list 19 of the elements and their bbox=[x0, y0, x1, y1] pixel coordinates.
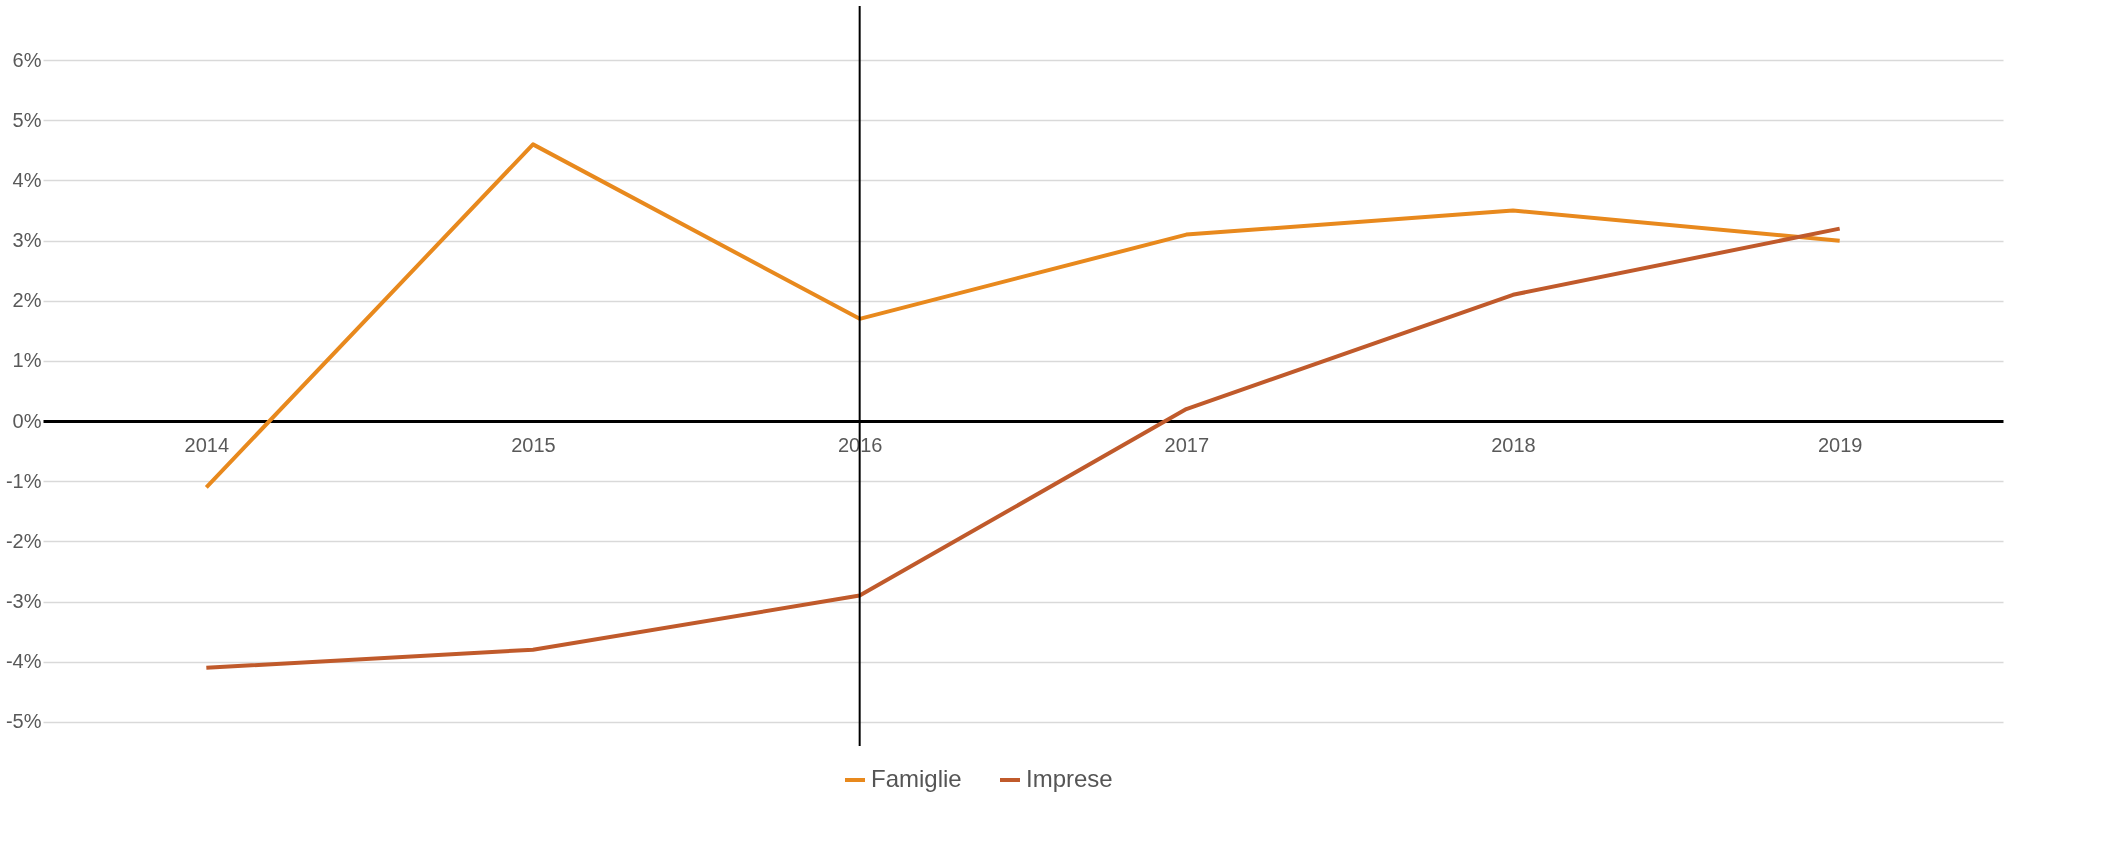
y-tick-label: 0% bbox=[12, 409, 42, 432]
x-tick-label: 2014 bbox=[184, 433, 230, 456]
x-tick-label: 2017 bbox=[1164, 433, 1210, 456]
y-tick-label: -3% bbox=[5, 590, 42, 613]
x-tick-label: 2019 bbox=[1817, 433, 1863, 456]
y-tick-label: -5% bbox=[5, 710, 42, 733]
x-tick-label: 2015 bbox=[511, 433, 556, 456]
y-tick-label: 6% bbox=[12, 48, 42, 71]
y-tick-label: -4% bbox=[5, 650, 42, 673]
legend-label: Imprese bbox=[1026, 765, 1113, 792]
y-tick-label: 4% bbox=[12, 168, 42, 191]
y-tick-label: 1% bbox=[12, 349, 42, 372]
x-tick-label: 2018 bbox=[1491, 433, 1536, 456]
y-tick-label: 5% bbox=[12, 108, 42, 131]
y-tick-label: -2% bbox=[5, 529, 42, 552]
legend-label: Famiglie bbox=[871, 765, 962, 792]
y-tick-label: 3% bbox=[12, 229, 42, 252]
y-tick-label: 2% bbox=[12, 289, 42, 312]
y-tick-label: -1% bbox=[5, 469, 42, 492]
